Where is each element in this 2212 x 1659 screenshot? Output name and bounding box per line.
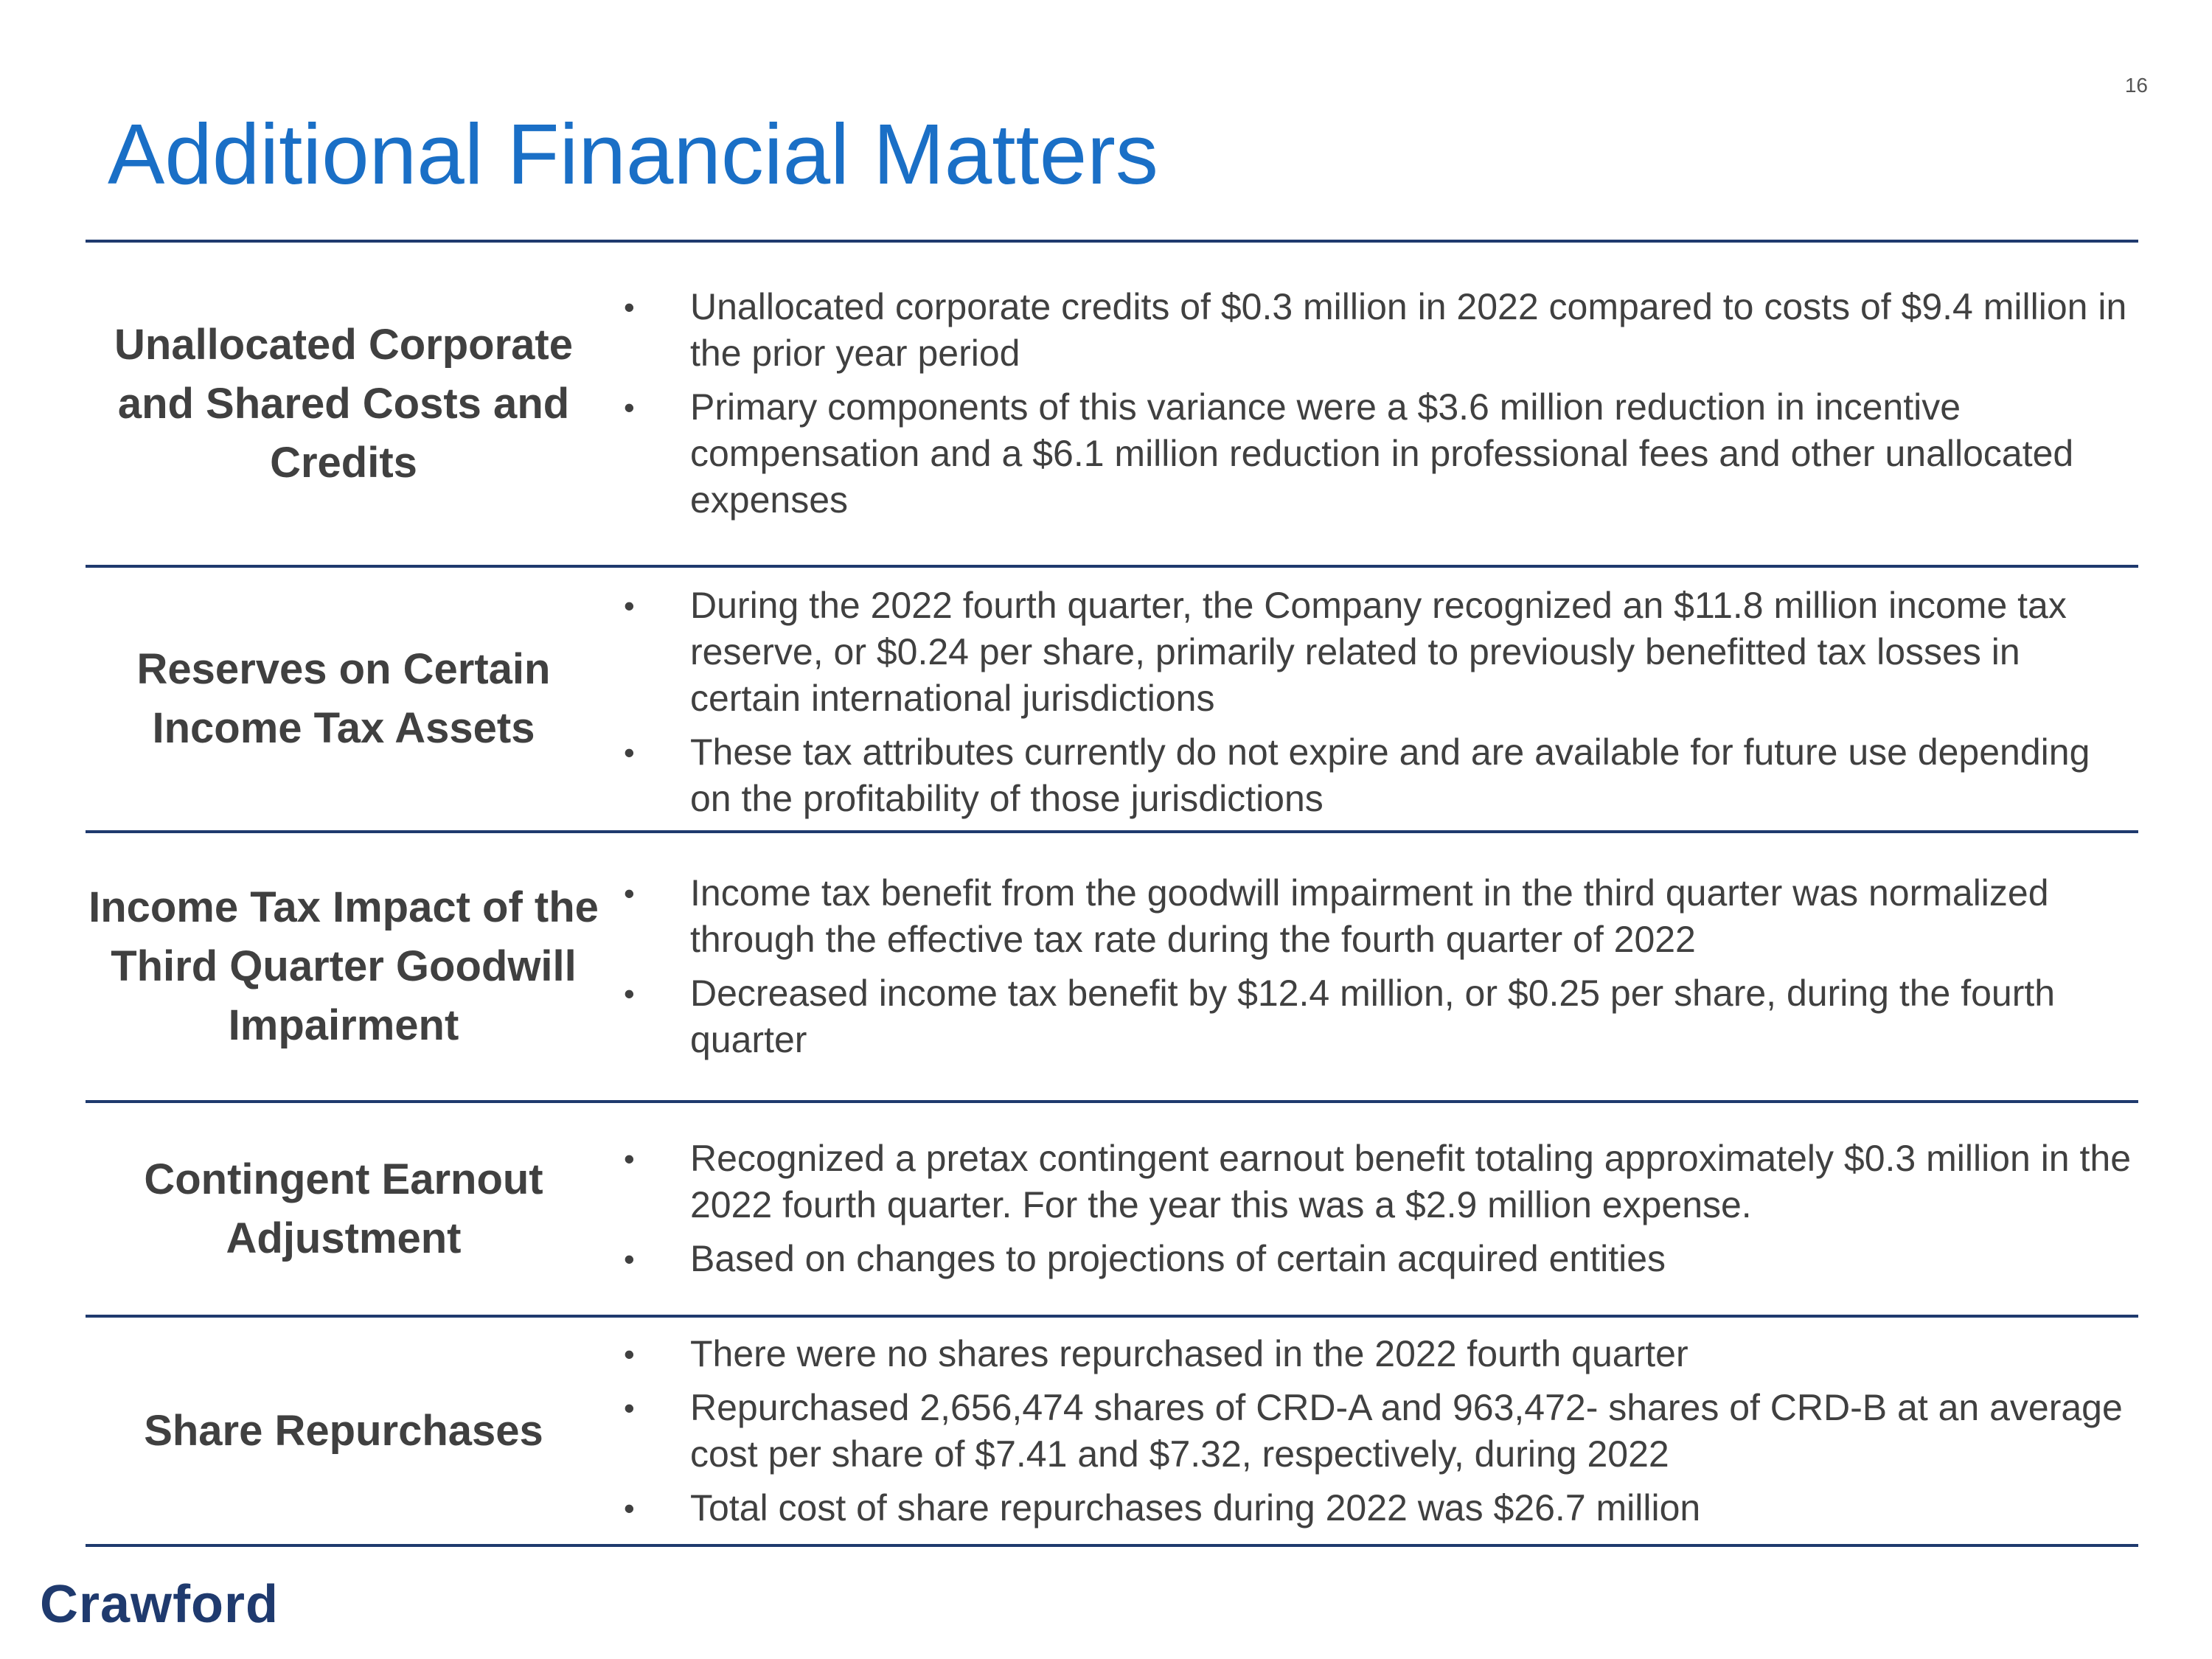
section-unallocated-costs: Unallocated Corporate and Shared Costs a… xyxy=(86,243,2138,565)
bullet-icon: • xyxy=(624,1337,635,1371)
page-number: 16 xyxy=(2124,74,2148,97)
bullet-item: • Income tax benefit from the goodwill im… xyxy=(602,870,2138,963)
divider-rule xyxy=(86,830,2138,833)
section-heading: Income Tax Impact of the Third Quarter G… xyxy=(88,883,599,1049)
bullet-text: These tax attributes currently do not ex… xyxy=(690,731,2090,819)
bullet-list: • Income tax benefit from the goodwill im… xyxy=(602,870,2138,1063)
bullet-item: • There were no shares repurchased in the… xyxy=(602,1331,2138,1377)
bullet-text: There were no shares repurchased in the … xyxy=(690,1333,1688,1374)
bullet-text: During the 2022 fourth quarter, the Comp… xyxy=(690,585,2067,719)
section-heading: Share Repurchases xyxy=(144,1406,543,1455)
bullet-item: • These tax attributes currently do not e… xyxy=(602,729,2138,822)
section-heading: Reserves on Certain Income Tax Assets xyxy=(136,645,551,752)
section-goodwill-impairment: Income Tax Impact of the Third Quarter G… xyxy=(86,833,2138,1100)
bullet-item: • Total cost of share repurchases during … xyxy=(602,1485,2138,1531)
bullet-icon: • xyxy=(624,588,635,623)
divider-rule xyxy=(86,1544,2138,1547)
divider-rule xyxy=(86,240,2138,243)
bullet-icon: • xyxy=(624,735,635,770)
bullet-icon: • xyxy=(624,1242,635,1276)
bullet-icon: • xyxy=(624,290,635,324)
bullet-list: • During the 2022 fourth quarter, the Com… xyxy=(602,582,2138,822)
bullet-icon: • xyxy=(624,1491,635,1526)
bullet-list: • Recognized a pretax contingent earnout … xyxy=(602,1135,2138,1282)
bullet-item: • Repurchased 2,656,474 shares of CRD-A a… xyxy=(602,1385,2138,1478)
bullet-item: • Recognized a pretax contingent earnout … xyxy=(602,1135,2138,1228)
bullet-item: • During the 2022 fourth quarter, the Com… xyxy=(602,582,2138,722)
section-share-repurchases: Share Repurchases • There were no shares … xyxy=(86,1318,2138,1544)
bullet-text: Decreased income tax benefit by $12.4 mi… xyxy=(690,973,2056,1060)
bullet-text: Income tax benefit from the goodwill imp… xyxy=(690,872,2049,960)
bullet-list: • Unallocated corporate credits of $0.3 m… xyxy=(602,284,2138,524)
bullet-item: • Unallocated corporate credits of $0.3 m… xyxy=(602,284,2138,377)
crawford-logo: Crawford xyxy=(40,1575,279,1634)
section-heading: Unallocated Corporate and Shared Costs a… xyxy=(114,320,573,487)
bullet-icon: • xyxy=(624,1391,635,1425)
bullet-text: Total cost of share repurchases during 2… xyxy=(690,1487,1701,1528)
divider-rule xyxy=(86,1100,2138,1103)
bullet-icon: • xyxy=(624,876,635,911)
bullet-icon: • xyxy=(624,976,635,1011)
bullet-text: Based on changes to projections of certa… xyxy=(690,1238,1666,1279)
bullet-icon: • xyxy=(624,1141,635,1176)
bullet-list: • There were no shares repurchased in the… xyxy=(602,1331,2138,1531)
bullet-item: • Primary components of this variance wer… xyxy=(602,384,2138,524)
section-tax-reserves: Reserves on Certain Income Tax Assets • D… xyxy=(86,568,2138,830)
section-heading: Contingent Earnout Adjustment xyxy=(144,1155,543,1262)
page-title: Additional Financial Matters xyxy=(108,106,1158,202)
bullet-item: • Decreased income tax benefit by $12.4 m… xyxy=(602,970,2138,1063)
bullet-text: Repurchased 2,656,474 shares of CRD-A an… xyxy=(690,1387,2123,1475)
bullet-icon: • xyxy=(624,390,635,425)
section-earnout: Contingent Earnout Adjustment • Recognize… xyxy=(86,1103,2138,1315)
bullet-text: Primary components of this variance were… xyxy=(690,386,2074,521)
divider-rule xyxy=(86,1315,2138,1318)
divider-rule xyxy=(86,565,2138,568)
bullet-item: • Based on changes to projections of cert… xyxy=(602,1236,2138,1282)
bullet-text: Unallocated corporate credits of $0.3 mi… xyxy=(690,286,2127,374)
bullet-text: Recognized a pretax contingent earnout b… xyxy=(690,1138,2132,1225)
